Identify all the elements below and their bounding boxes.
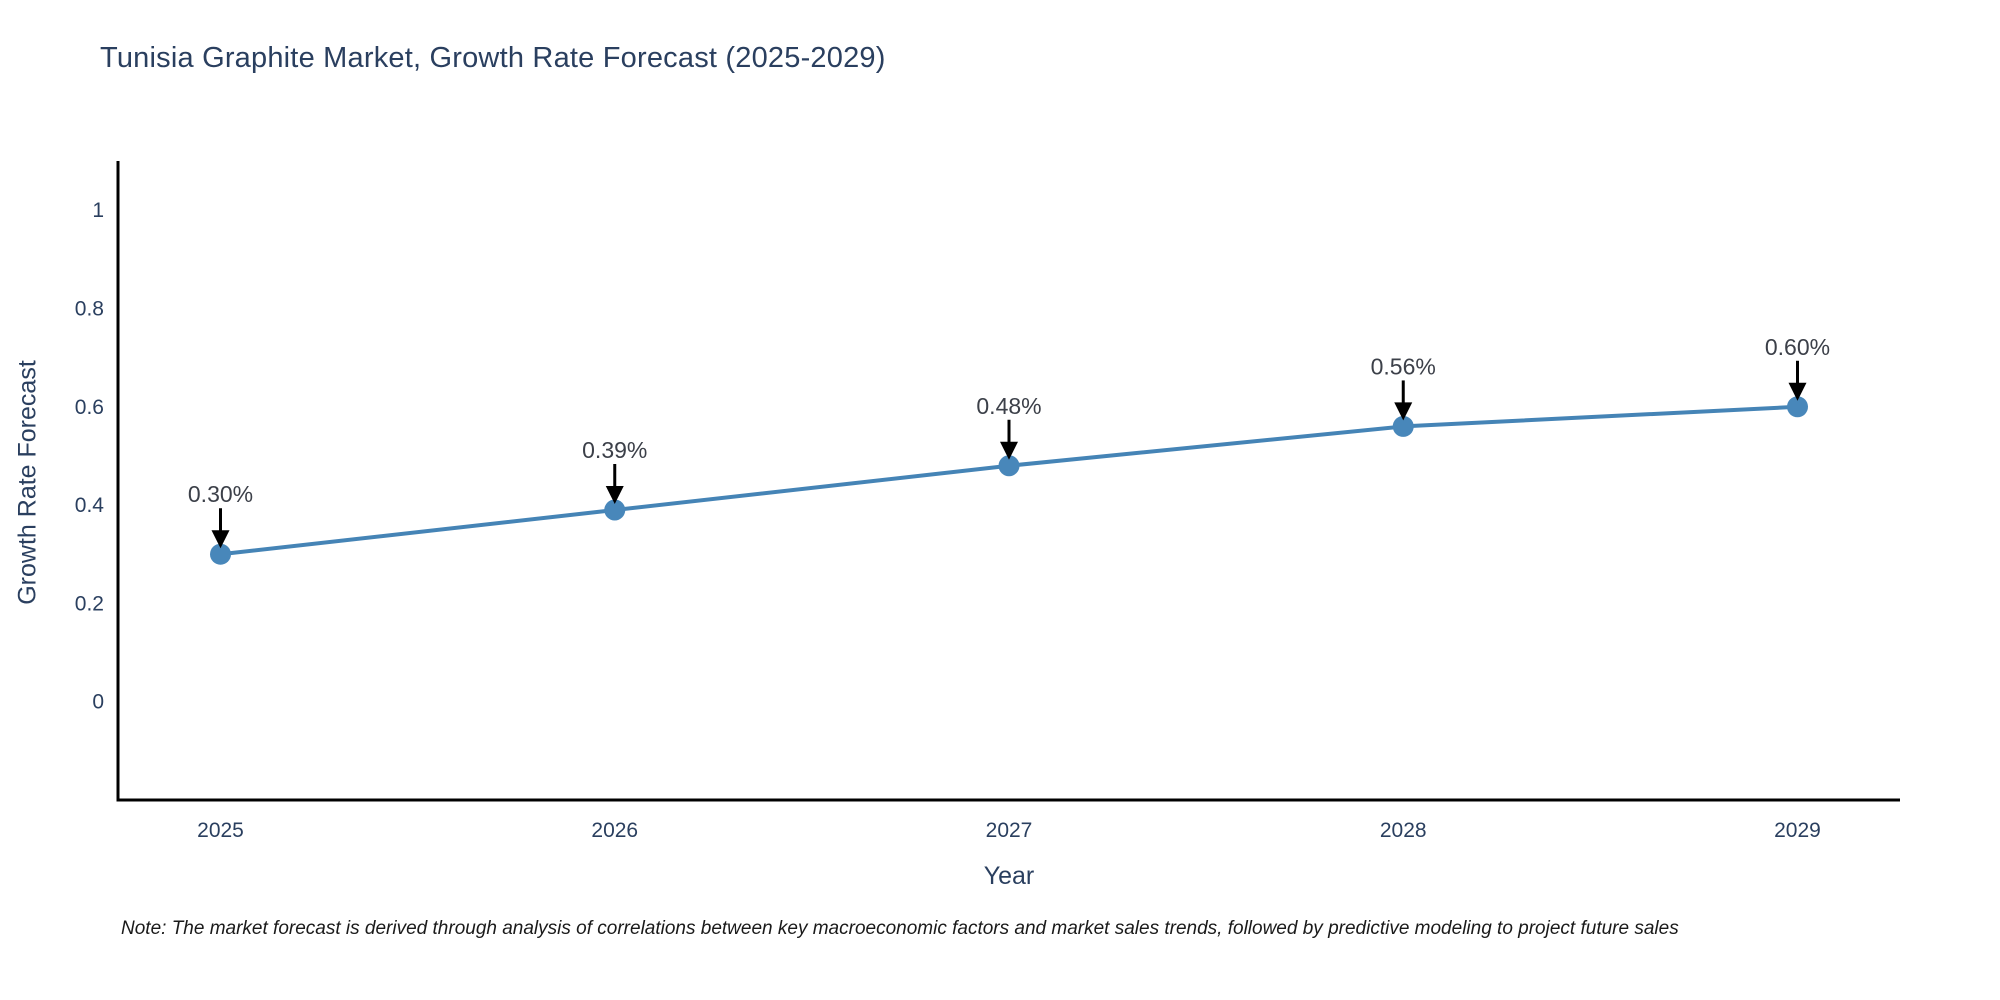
data-point-marker [1392, 415, 1414, 437]
data-point-marker [604, 499, 626, 521]
y-tick-label: 0.4 [75, 494, 105, 517]
annotation-arrow-head [605, 485, 624, 504]
annotation-label: 0.48% [976, 393, 1041, 419]
y-tick-label: 0 [92, 691, 104, 714]
y-tick-label: 0.2 [75, 592, 104, 615]
x-tick-label: 2029 [1774, 819, 1821, 842]
annotation-arrow-head [1000, 441, 1018, 460]
y-tick-label: 0.6 [75, 396, 104, 419]
x-tick-label: 2026 [591, 819, 638, 842]
data-point-marker [998, 455, 1020, 477]
y-tick-label: 1 [92, 199, 104, 222]
annotation-label: 0.39% [582, 437, 647, 463]
annotation-arrow-head [1394, 402, 1413, 421]
x-tick-label: 2028 [1380, 819, 1427, 842]
annotation-label: 0.56% [1371, 353, 1436, 379]
data-point-marker [210, 543, 232, 565]
annotation-label: 0.30% [188, 481, 253, 507]
annotation-label: 0.60% [1765, 334, 1830, 360]
data-point-marker [1786, 396, 1808, 418]
x-axis-title: Year [983, 862, 1035, 890]
y-tick-label: 0.8 [75, 297, 104, 320]
x-tick-label: 2027 [986, 819, 1033, 842]
chart-title: Tunisia Graphite Market, Growth Rate For… [100, 42, 886, 74]
chart-note: Note: The market forecast is derived thr… [121, 918, 1679, 939]
annotation-arrow-head [1788, 382, 1807, 401]
annotation-arrow-head [211, 530, 230, 549]
x-tick-label: 2025 [197, 819, 244, 842]
